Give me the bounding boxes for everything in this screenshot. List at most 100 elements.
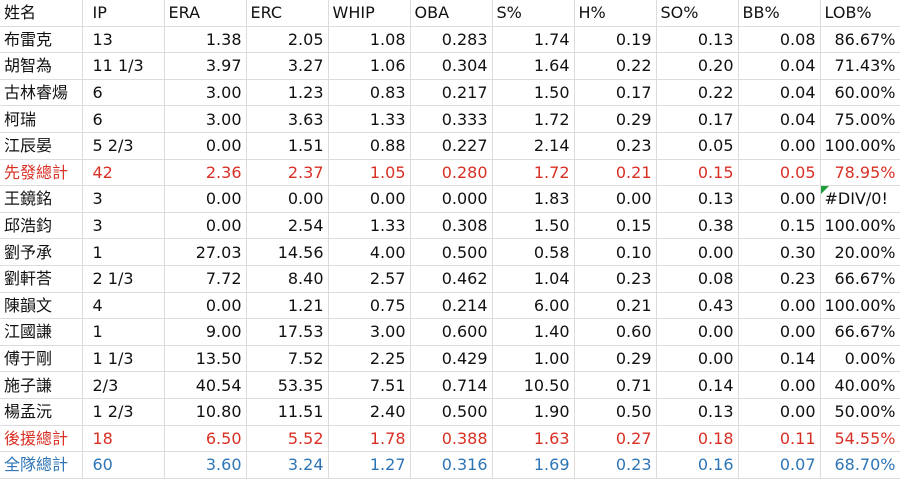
cell-lob-pct[interactable]: 66.67%	[820, 318, 900, 346]
cell-so-pct[interactable]: 0.16	[656, 451, 739, 479]
cell-name[interactable]: 施子謙	[0, 371, 83, 399]
cell-h-pct[interactable]: 0.00	[574, 185, 657, 213]
cell-oba[interactable]: 0.388	[410, 425, 493, 453]
cell-oba[interactable]: 0.227	[410, 132, 493, 160]
cell-ip[interactable]: 3	[82, 185, 165, 213]
cell-so-pct[interactable]: 0.13	[656, 26, 739, 54]
cell-ip[interactable]: 60	[82, 451, 165, 479]
cell-so-pct[interactable]: 0.15	[656, 159, 739, 187]
cell-bb-pct[interactable]: 0.04	[738, 79, 821, 107]
cell-name[interactable]: 布雷克	[0, 26, 83, 54]
cell-lob-pct[interactable]: 50.00%	[820, 398, 900, 426]
cell-name[interactable]: 先發總計	[0, 159, 83, 187]
cell-ip[interactable]: 2 1/3	[82, 265, 165, 293]
cell-bb-pct[interactable]: 0.08	[738, 26, 821, 54]
cell-lob-pct[interactable]: 68.70%	[820, 451, 900, 479]
cell-whip[interactable]: 2.40	[328, 398, 411, 426]
cell-so-pct[interactable]: 0.13	[656, 398, 739, 426]
cell-name[interactable]: 邱浩鈞	[0, 212, 83, 240]
cell-h-pct[interactable]: 0.60	[574, 318, 657, 346]
cell-h-pct[interactable]: 0.23	[574, 451, 657, 479]
cell-oba[interactable]: 0.304	[410, 52, 493, 80]
cell-ip[interactable]: 1 2/3	[82, 398, 165, 426]
cell-whip[interactable]: 2.25	[328, 345, 411, 373]
cell-h-pct[interactable]: 0.15	[574, 212, 657, 240]
column-header-bb-pct[interactable]: BB%	[738, 0, 821, 27]
cell-era[interactable]: 1.38	[164, 26, 247, 54]
cell-so-pct[interactable]: 0.43	[656, 292, 739, 320]
cell-whip[interactable]: 0.83	[328, 79, 411, 107]
cell-era[interactable]: 0.00	[164, 132, 247, 160]
cell-h-pct[interactable]: 0.10	[574, 238, 657, 266]
cell-so-pct[interactable]: 0.14	[656, 371, 739, 399]
cell-s-pct[interactable]: 10.50	[492, 371, 575, 399]
cell-name[interactable]: 柯瑞	[0, 105, 83, 133]
cell-erc[interactable]: 5.52	[246, 425, 329, 453]
cell-s-pct[interactable]: 1.90	[492, 398, 575, 426]
column-header-era[interactable]: ERA	[164, 0, 247, 27]
cell-era[interactable]: 40.54	[164, 371, 247, 399]
cell-s-pct[interactable]: 1.50	[492, 79, 575, 107]
cell-lob-pct[interactable]: 78.95%	[820, 159, 900, 187]
cell-s-pct[interactable]: 1.69	[492, 451, 575, 479]
cell-so-pct[interactable]: 0.00	[656, 238, 739, 266]
column-header-name[interactable]: 姓名	[0, 0, 83, 27]
cell-whip[interactable]: 3.00	[328, 318, 411, 346]
cell-era[interactable]: 2.36	[164, 159, 247, 187]
cell-erc[interactable]: 2.54	[246, 212, 329, 240]
cell-bb-pct[interactable]: 0.04	[738, 52, 821, 80]
cell-oba[interactable]: 0.462	[410, 265, 493, 293]
cell-erc[interactable]: 11.51	[246, 398, 329, 426]
cell-era[interactable]: 9.00	[164, 318, 247, 346]
cell-whip[interactable]: 1.08	[328, 26, 411, 54]
cell-era[interactable]: 3.97	[164, 52, 247, 80]
column-header-erc[interactable]: ERC	[246, 0, 329, 27]
cell-ip[interactable]: 1 1/3	[82, 345, 165, 373]
cell-era[interactable]: 3.60	[164, 451, 247, 479]
cell-oba[interactable]: 0.214	[410, 292, 493, 320]
cell-name[interactable]: 胡智為	[0, 52, 83, 80]
cell-ip[interactable]: 3	[82, 212, 165, 240]
cell-s-pct[interactable]: 1.72	[492, 105, 575, 133]
cell-so-pct[interactable]: 0.17	[656, 105, 739, 133]
cell-lob-pct[interactable]: 75.00%	[820, 105, 900, 133]
cell-ip[interactable]: 6	[82, 79, 165, 107]
cell-ip[interactable]: 1	[82, 238, 165, 266]
cell-h-pct[interactable]: 0.22	[574, 52, 657, 80]
cell-name[interactable]: 王鏡銘	[0, 185, 83, 213]
cell-s-pct[interactable]: 1.74	[492, 26, 575, 54]
cell-name[interactable]: 古林睿煬	[0, 79, 83, 107]
cell-erc[interactable]: 14.56	[246, 238, 329, 266]
cell-bb-pct[interactable]: 0.04	[738, 105, 821, 133]
cell-so-pct[interactable]: 0.22	[656, 79, 739, 107]
cell-bb-pct[interactable]: 0.00	[738, 371, 821, 399]
cell-erc[interactable]: 3.63	[246, 105, 329, 133]
cell-s-pct[interactable]: 1.63	[492, 425, 575, 453]
cell-era[interactable]: 13.50	[164, 345, 247, 373]
cell-so-pct[interactable]: 0.13	[656, 185, 739, 213]
cell-so-pct[interactable]: 0.38	[656, 212, 739, 240]
cell-whip[interactable]: 1.05	[328, 159, 411, 187]
cell-so-pct[interactable]: 0.00	[656, 345, 739, 373]
cell-erc[interactable]: 17.53	[246, 318, 329, 346]
cell-era[interactable]: 7.72	[164, 265, 247, 293]
cell-era[interactable]: 10.80	[164, 398, 247, 426]
cell-ip[interactable]: 6	[82, 105, 165, 133]
cell-whip[interactable]: 1.33	[328, 105, 411, 133]
cell-bb-pct[interactable]: 0.23	[738, 265, 821, 293]
cell-lob-pct[interactable]: 100.00%	[820, 292, 900, 320]
cell-ip[interactable]: 42	[82, 159, 165, 187]
cell-oba[interactable]: 0.280	[410, 159, 493, 187]
cell-whip[interactable]: 1.78	[328, 425, 411, 453]
cell-bb-pct[interactable]: 0.05	[738, 159, 821, 187]
cell-ip[interactable]: 1	[82, 318, 165, 346]
cell-bb-pct[interactable]: 0.30	[738, 238, 821, 266]
cell-whip[interactable]: 0.00	[328, 185, 411, 213]
cell-h-pct[interactable]: 0.19	[574, 26, 657, 54]
cell-era[interactable]: 0.00	[164, 292, 247, 320]
cell-s-pct[interactable]: 1.83	[492, 185, 575, 213]
cell-bb-pct[interactable]: 0.15	[738, 212, 821, 240]
cell-s-pct[interactable]: 1.00	[492, 345, 575, 373]
cell-erc[interactable]: 2.37	[246, 159, 329, 187]
cell-lob-pct[interactable]: 60.00%	[820, 79, 900, 107]
